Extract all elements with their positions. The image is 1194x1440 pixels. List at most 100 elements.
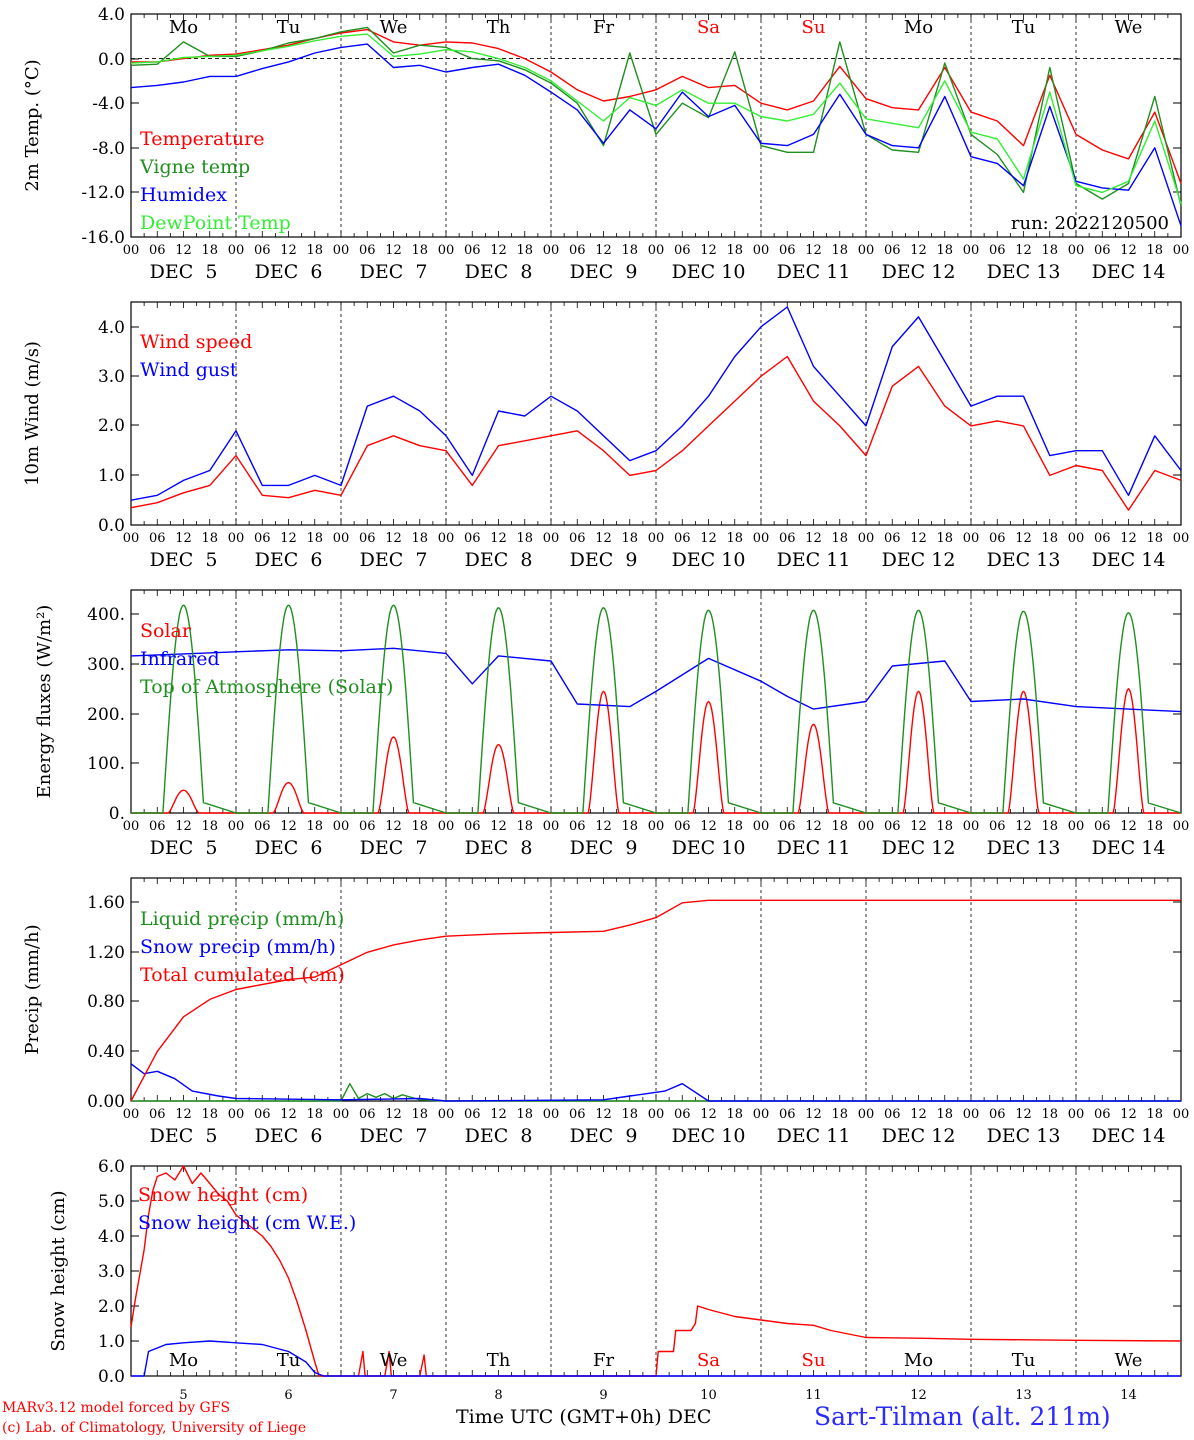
weekday-label: Fr	[593, 17, 614, 38]
x-hour-label: 00	[753, 531, 770, 546]
x-hour-label: 00	[333, 531, 350, 546]
x-hour-label: 00	[1173, 819, 1190, 834]
x-hour-label: 00	[648, 1107, 665, 1122]
series-line	[130, 306, 1182, 501]
x-hour-label: 18	[1146, 531, 1163, 546]
x-hour-label: 00	[123, 243, 140, 258]
x-tick-label: 13	[1015, 1388, 1032, 1403]
weekday-label: Su	[802, 1350, 826, 1371]
x-hour-label: 18	[1041, 243, 1058, 258]
x-hour-label: 18	[1041, 1107, 1058, 1122]
x-date-label: DEC 10	[672, 1125, 746, 1147]
y-tick-label: -8.0	[92, 139, 125, 159]
x-hour-label: 06	[569, 243, 586, 258]
series-line	[131, 1340, 1181, 1377]
x-hour-label: 00	[1068, 531, 1085, 546]
x-tick-label: 14	[1120, 1388, 1137, 1403]
x-hour-label: 06	[779, 531, 796, 546]
x-date-label: DEC 6	[255, 837, 323, 859]
x-hour-label: 18	[306, 819, 323, 834]
x-hour-label: 12	[280, 243, 297, 258]
x-hour-label: 12	[595, 1107, 612, 1122]
x-hour-label: 12	[1015, 531, 1032, 546]
model-credit: MARv3.12 model forced by GFS	[2, 1400, 231, 1416]
y-tick-label: 0.00	[87, 1092, 125, 1112]
x-date-label: DEC 13	[987, 837, 1061, 859]
x-hour-label: 00	[963, 243, 980, 258]
x-hour-label: 18	[201, 819, 218, 834]
x-date-label: DEC 5	[150, 1125, 218, 1147]
x-hour-label: 12	[910, 819, 927, 834]
series-line	[131, 28, 1182, 184]
y-tick-label: 1.60	[87, 893, 125, 913]
x-date-label: DEC 9	[570, 1125, 638, 1147]
x-hour-label: 12	[385, 531, 402, 546]
weekday-label: We	[1115, 17, 1143, 38]
x-date-label: DEC 9	[570, 549, 638, 571]
x-hour-label: 06	[569, 819, 586, 834]
x-hour-label: 06	[254, 531, 271, 546]
weekday-label: We	[1115, 1350, 1143, 1371]
weekday-label: Su	[802, 17, 826, 38]
x-hour-label: 12	[385, 243, 402, 258]
x-hour-label: 06	[359, 819, 376, 834]
x-hour-label: 18	[621, 243, 638, 258]
x-hour-label: 18	[831, 1107, 848, 1122]
x-hour-label: 06	[359, 531, 376, 546]
y-tick-label: 0.0	[98, 50, 125, 70]
x-tick-label: 12	[910, 1388, 927, 1403]
x-hour-label: 00	[228, 531, 245, 546]
series-line	[130, 1063, 1181, 1102]
x-date-label: DEC 10	[672, 549, 746, 571]
x-hour-label: 00	[1173, 1107, 1190, 1122]
x-date-label: DEC 5	[150, 261, 218, 283]
x-date-label: DEC 7	[360, 1125, 428, 1147]
x-hour-label: 00	[333, 819, 350, 834]
panel-2	[130, 301, 1182, 526]
x-hour-label: 06	[464, 819, 481, 834]
x-hour-label: 18	[411, 243, 428, 258]
panel-frame	[130, 301, 1182, 526]
x-hour-label: 18	[516, 1107, 533, 1122]
x-hour-label: 06	[1094, 1107, 1111, 1122]
x-hour-label: 18	[1041, 531, 1058, 546]
legend-entry: Vigne temp	[139, 156, 250, 178]
x-date-label: DEC 13	[987, 1125, 1061, 1147]
x-hour-label: 12	[1015, 243, 1032, 258]
legend-entry: Temperature	[140, 128, 264, 150]
x-hour-label: 18	[621, 819, 638, 834]
x-hour-label: 18	[306, 531, 323, 546]
x-hour-label: 06	[359, 243, 376, 258]
x-hour-label: 18	[726, 819, 743, 834]
y-tick-label: -4.0	[92, 94, 125, 114]
station-title: Sart-Tilman (alt. 211m)	[814, 1402, 1111, 1431]
x-hour-label: 00	[963, 819, 980, 834]
x-date-label: DEC 6	[255, 1125, 323, 1147]
y-tick-label: 0.40	[87, 1042, 125, 1062]
x-hour-label: 12	[385, 1107, 402, 1122]
x-hour-label: 06	[1094, 531, 1111, 546]
y-tick-label: 4.0	[98, 5, 125, 25]
x-hour-label: 18	[516, 819, 533, 834]
y-tick-label: 100.	[87, 754, 125, 774]
y-axis-label: Precip (mm/h)	[22, 924, 43, 1054]
x-hour-label: 00	[543, 531, 560, 546]
x-hour-label: 12	[700, 819, 717, 834]
x-hour-label: 18	[1146, 243, 1163, 258]
x-date-label: DEC 8	[465, 837, 533, 859]
x-hour-label: 00	[543, 819, 560, 834]
panel-4	[130, 877, 1182, 1102]
x-hour-label: 18	[1041, 819, 1058, 834]
x-hour-label: 18	[936, 531, 953, 546]
x-hour-label: 06	[464, 531, 481, 546]
x-hour-label: 18	[831, 531, 848, 546]
x-hour-label: 12	[490, 1107, 507, 1122]
x-hour-label: 06	[464, 243, 481, 258]
x-hour-label: 18	[201, 243, 218, 258]
x-hour-label: 06	[779, 1107, 796, 1122]
x-hour-label: 06	[359, 1107, 376, 1122]
weekday-label: We	[380, 1350, 408, 1371]
x-hour-label: 12	[490, 243, 507, 258]
x-hour-label: 06	[1094, 819, 1111, 834]
legend-entry: Total cumulated (cm)	[140, 964, 345, 986]
